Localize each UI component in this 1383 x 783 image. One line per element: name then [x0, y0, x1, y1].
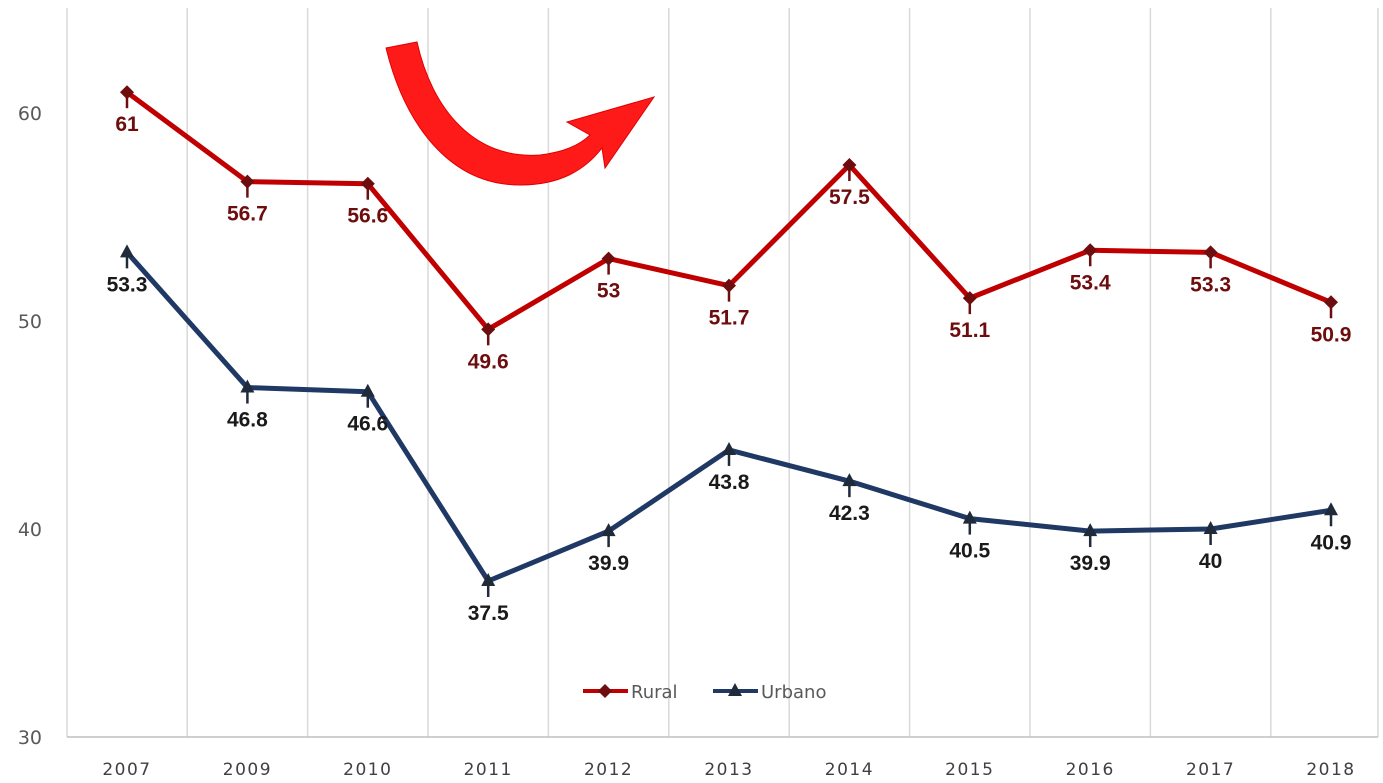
legend-label-rural: Rural — [631, 682, 678, 703]
data-point-marker — [722, 278, 736, 293]
data-point-marker — [360, 176, 375, 191]
legend-label-urbano: Urbano — [761, 682, 826, 703]
x-tick-label: 2013 — [704, 760, 753, 780]
trend-arrow-annotation — [385, 41, 656, 186]
gridlines — [66, 8, 1379, 737]
data-label: 53.3 — [107, 273, 148, 296]
y-axis: 30 40 50 60 — [18, 103, 42, 749]
data-point-marker — [360, 383, 375, 397]
data-label: 53.3 — [1190, 273, 1231, 296]
data-label: 51.7 — [709, 307, 750, 330]
data-point-marker — [1203, 245, 1218, 260]
curved-arrow-icon — [385, 41, 656, 186]
x-tick-label: 2007 — [102, 760, 151, 780]
data-label: 53.4 — [1070, 271, 1111, 294]
y-tick-label: 60 — [18, 103, 42, 125]
x-tick-label: 2015 — [945, 760, 994, 780]
series-group — [120, 85, 1338, 597]
x-tick-label: 2009 — [223, 760, 272, 780]
legend-marker — [598, 684, 612, 698]
data-point-marker — [481, 322, 496, 337]
data-point-marker — [962, 510, 977, 524]
data-point-marker — [1324, 502, 1338, 516]
data-label: 53 — [597, 280, 620, 303]
y-tick-label: 30 — [18, 727, 42, 749]
y-tick-label: 50 — [18, 311, 42, 333]
data-label: 40.9 — [1311, 531, 1352, 554]
data-point-marker — [240, 379, 255, 393]
y-tick-label: 40 — [18, 519, 42, 541]
data-point-marker — [1324, 295, 1338, 310]
data-label: 50.9 — [1311, 323, 1352, 346]
legend: Rural Urbano — [583, 682, 826, 703]
data-point-marker — [1083, 523, 1098, 537]
data-point-marker — [842, 158, 857, 172]
x-axis: 2007 2009 2010 2011 2012 2013 2014 2015 2016 2017… — [67, 736, 1378, 780]
data-point-marker — [722, 441, 736, 455]
data-label: 57.5 — [829, 186, 870, 209]
data-label: 46.8 — [227, 409, 268, 432]
data-label: 56.6 — [347, 205, 388, 228]
data-label: 56.7 — [227, 203, 268, 226]
data-label: 42.3 — [829, 502, 870, 525]
data-label: 40.5 — [949, 540, 990, 563]
data-point-marker — [601, 523, 616, 537]
x-tick-label: 2016 — [1066, 760, 1115, 780]
data-label: 39.9 — [1070, 552, 1111, 575]
data-point-marker — [481, 573, 496, 586]
data-label: 37.5 — [468, 602, 509, 625]
data-label: 51.1 — [949, 319, 990, 342]
legend-marker — [728, 683, 742, 696]
data-label: 39.9 — [588, 552, 629, 575]
data-label: 43.8 — [709, 471, 750, 494]
data-point-marker — [601, 251, 616, 266]
data-labels: 61 56.7 56.6 49.6 53 51.7 57.5 51.1 53.4 53.3 50.9… — [107, 113, 1352, 625]
data-point-marker — [962, 291, 977, 306]
x-tick-label: 2010 — [343, 760, 392, 780]
data-point-marker — [1203, 521, 1218, 534]
data-point-marker — [842, 473, 857, 487]
data-point-marker — [120, 244, 134, 258]
x-tick-label: 2012 — [584, 760, 633, 780]
x-tick-label: 2011 — [464, 760, 513, 780]
data-point-marker — [240, 174, 255, 189]
x-tick-label: 2017 — [1186, 760, 1235, 780]
data-label: 61 — [115, 113, 139, 136]
data-point-marker — [120, 85, 134, 100]
data-label: 46.6 — [347, 413, 388, 436]
x-tick-label: 2018 — [1306, 760, 1355, 780]
data-label: 40 — [1199, 550, 1222, 573]
data-point-marker — [1083, 243, 1098, 258]
x-tick-label: 2014 — [825, 760, 874, 780]
data-label: 49.6 — [468, 350, 509, 373]
